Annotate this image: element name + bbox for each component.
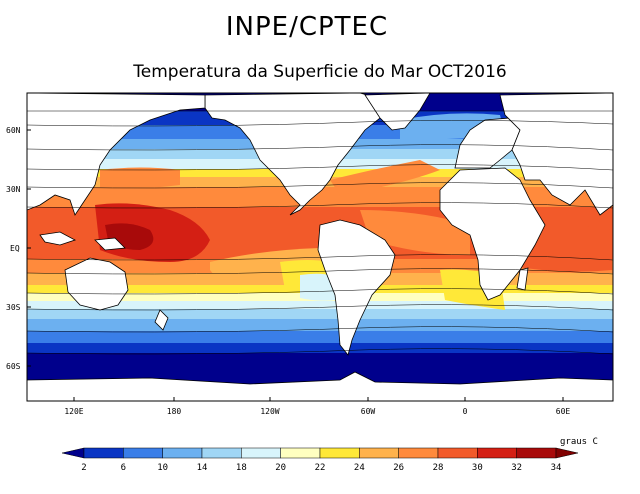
south-america (317, 219, 396, 356)
lat-axis: 60N 30N EQ 30S 60S (6, 126, 31, 371)
lon-tick-label: 180 (167, 407, 182, 416)
colorbar-segment (516, 447, 557, 459)
lon-tick-label: 120E (64, 407, 83, 416)
colorbar-segment (319, 447, 360, 459)
map-frame (26, 92, 614, 402)
colorbar-segment (477, 447, 517, 459)
antarctica (27, 371, 613, 401)
colorbar-segment (359, 447, 399, 459)
colorbar-level-label: 28 (433, 463, 444, 473)
map-subtitle: Temperatura da Superficie do Mar OCT2016 (133, 62, 507, 82)
colorbar-level-label: 20 (275, 463, 286, 473)
greenland (364, 93, 431, 131)
colorbar-segment (162, 447, 203, 459)
lat-tick-label: EQ (10, 244, 20, 253)
colorbar-level-label: 22 (315, 463, 326, 473)
colorbar-level-label: 24 (354, 463, 365, 473)
lat-tick-label: 60S (6, 362, 21, 371)
lat-tick-label: 30S (6, 303, 21, 312)
colorbar-segment (398, 447, 439, 459)
colorbar-level-label: 26 (393, 463, 404, 473)
land (27, 93, 613, 401)
contours (27, 110, 613, 355)
new-guinea (94, 237, 126, 251)
colorbar-level-label: 34 (551, 463, 562, 473)
colorbar-segment (280, 447, 321, 459)
colorbar-level-label: 18 (236, 463, 247, 473)
east-asia (27, 93, 206, 216)
lon-tick-label: 60W (361, 407, 376, 416)
colorbar-segment (61, 447, 85, 459)
colorbar-level-label: 10 (157, 463, 168, 473)
lon-tick-label: 60E (556, 407, 571, 416)
map-title: INPE/CPTEC (225, 12, 389, 42)
colorbar-level-label: 32 (511, 463, 522, 473)
lat-tick-label: 30N (6, 185, 21, 194)
colorbar-unit: graus C (560, 437, 598, 447)
colorbar: graus C 2 6 10 14 18 20 22 24 26 28 30 32 34 (61, 437, 598, 473)
colorbar-level-label: 2 (81, 463, 86, 473)
lon-tick-label: 120W (260, 407, 279, 416)
indonesia (39, 231, 77, 246)
africa (439, 167, 546, 301)
colorbar-level-label: 30 (472, 463, 483, 473)
colorbar-segment (437, 447, 478, 459)
colorbar-segment (201, 447, 242, 459)
lon-axis: 120E 180 120W 60W 0 60E (64, 397, 570, 416)
lon-tick-label: 0 (463, 407, 468, 416)
new-zealand (154, 309, 169, 331)
asia (499, 93, 613, 216)
colorbar-level-label: 14 (197, 463, 208, 473)
colorbar-segment (123, 447, 163, 459)
colorbar-level-label: 6 (121, 463, 126, 473)
colorbar-segment (241, 447, 281, 459)
lat-tick-label: 60N (6, 126, 21, 135)
colorbar-segment (555, 447, 579, 459)
colorbar-segment (83, 447, 124, 459)
